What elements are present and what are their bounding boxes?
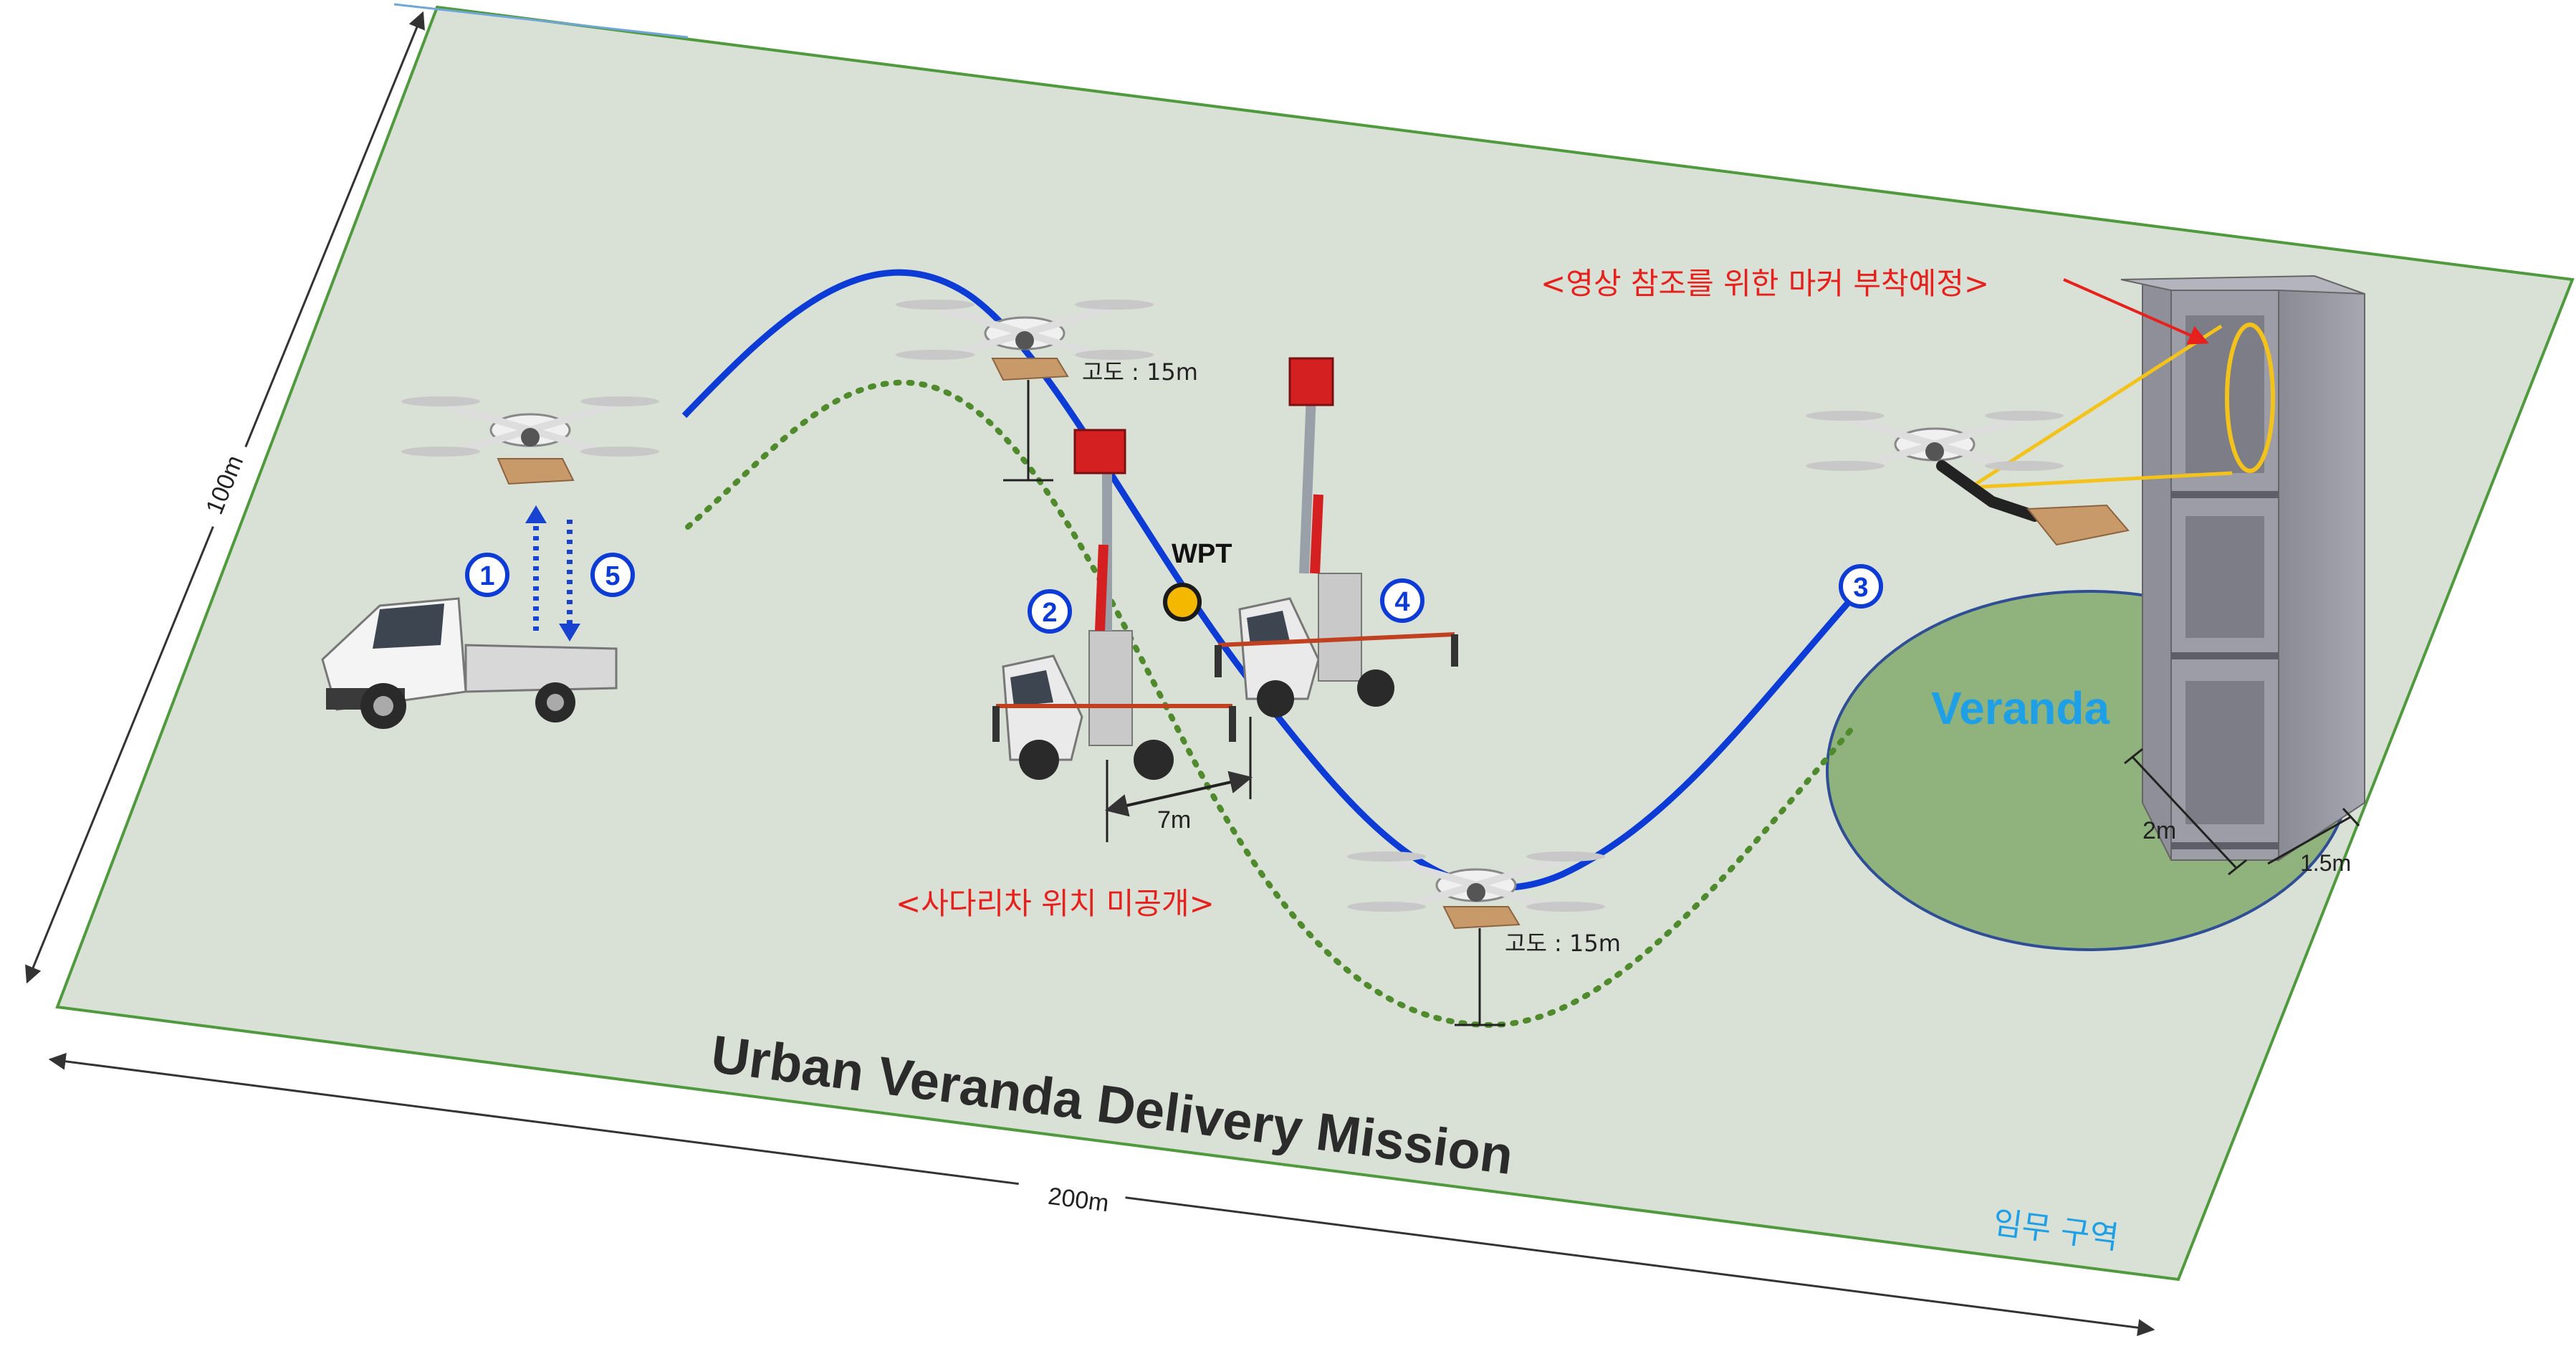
step-4-label: 4: [1394, 587, 1409, 617]
step-badge-3: 3: [1839, 564, 1883, 609]
takeoff-landing-arrows: [525, 505, 580, 642]
drone-altitude-2: [1347, 852, 1605, 930]
altitude-label-1: 고도 : 15m: [1082, 358, 1198, 386]
step-3-label: 3: [1853, 573, 1868, 603]
top-edge-highlight: [393, 3, 689, 39]
veranda-label: Veranda: [1931, 682, 2110, 734]
drone-start: [401, 396, 659, 485]
reference-marker: [1969, 323, 2275, 490]
waypoint-label: WPT: [1172, 539, 1232, 569]
step-2-label: 2: [1042, 598, 1057, 628]
delivery-truck: [321, 597, 618, 729]
dimension-200m: 200m: [48, 1052, 2155, 1337]
step-badge-1: 1: [465, 553, 509, 597]
building-depth-label: 2m: [2142, 817, 2176, 844]
drone-delivery: [1806, 411, 2130, 546]
ladder-truck-4: [1215, 357, 1458, 717]
step-badge-4: 4: [1380, 578, 1425, 623]
altitude-marker-1: 고도 : 15m: [1003, 358, 1198, 482]
ladder-position-note: <사다리차 위치 미공개>: [896, 886, 1215, 921]
step-badge-5: 5: [590, 553, 635, 597]
step-5-label: 5: [605, 561, 620, 591]
flight-path-green-dotted: [685, 379, 1859, 1029]
ladder-gap-dimension: 7m: [1104, 717, 1253, 842]
veranda-building: [2120, 275, 2365, 862]
altitude-label-2: 고도 : 15m: [1505, 930, 1621, 957]
marker-note-arrow: [2063, 278, 2209, 345]
step-badge-2: 2: [1028, 589, 1072, 634]
drone-altitude-1: [896, 300, 1154, 381]
marker-note: <영상 참조를 위한 마커 부착예정>: [1541, 266, 1989, 301]
step-1-label: 1: [479, 561, 494, 591]
ladder-gap-label: 7m: [1157, 806, 1191, 834]
altitude-marker-2: 고도 : 15m: [1455, 928, 1621, 1026]
building-width-label: 1.5m: [2300, 850, 2351, 876]
waypoint: WPT: [1163, 539, 1232, 621]
ladder-truck-2: [992, 429, 1236, 780]
building-dimensions: 2m 1.5m: [2124, 748, 2360, 876]
